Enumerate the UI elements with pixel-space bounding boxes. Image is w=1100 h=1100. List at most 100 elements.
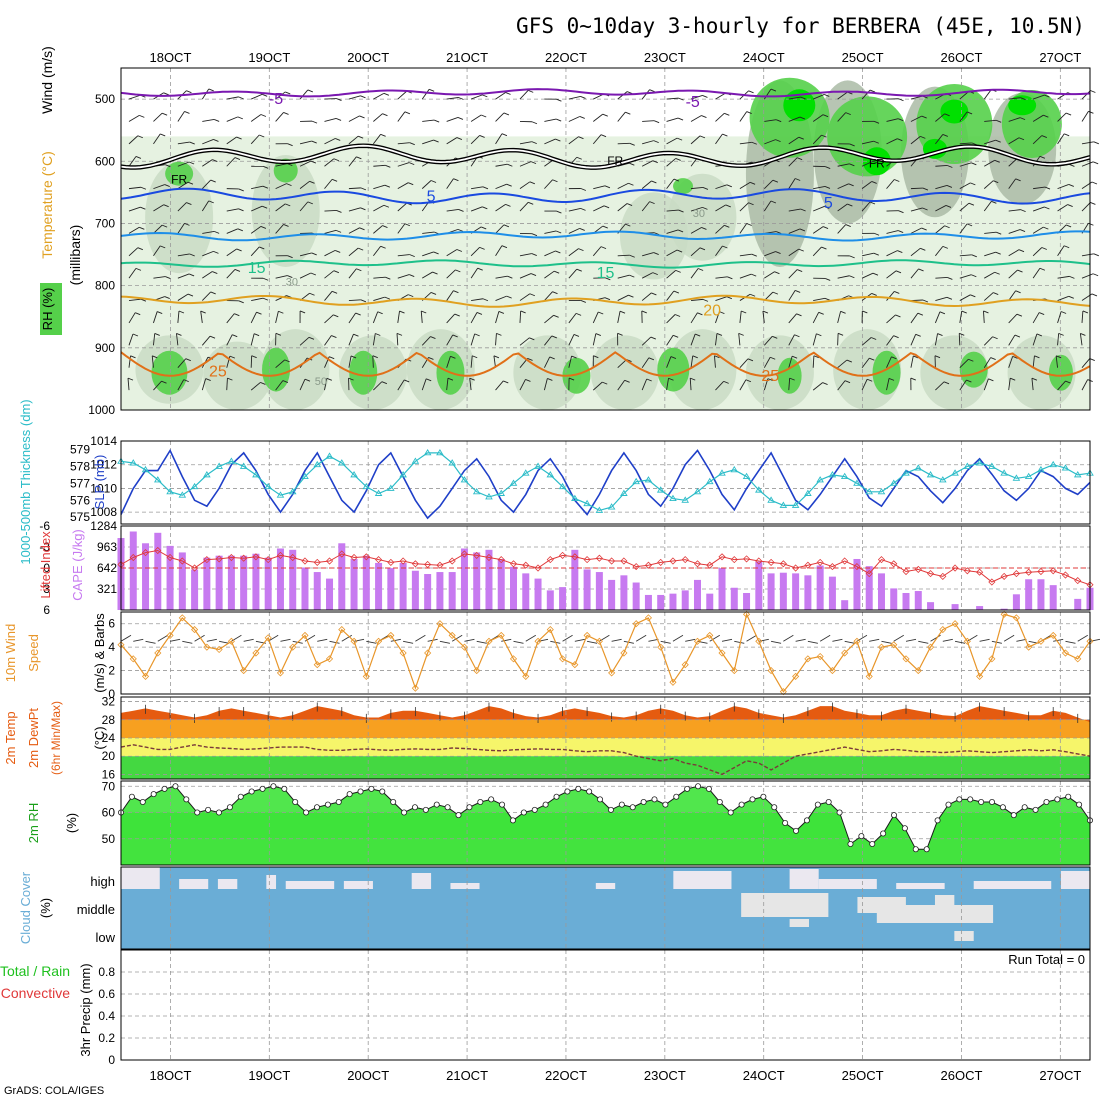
wind-barb-flag [1018, 137, 1025, 141]
wind-barb [715, 92, 727, 100]
rh-area [590, 335, 659, 410]
wind-barb [275, 203, 286, 212]
rh2m-point [662, 801, 669, 808]
lifted-index-point [571, 553, 579, 561]
wind-barb [177, 358, 187, 369]
rh-moist-area [1048, 354, 1073, 391]
wind-barb [421, 89, 430, 100]
rh2m-point [205, 806, 212, 813]
lifted-index-point [853, 563, 861, 571]
wind-barb [446, 178, 454, 189]
rh2m-point [455, 812, 462, 819]
wind-barb-flag [472, 355, 478, 359]
rh2m-point [433, 801, 440, 808]
rh2m-point [379, 788, 386, 795]
slp-tick-label: 1014 [90, 434, 117, 448]
wind-barb-flag [798, 136, 804, 140]
wind-speed-point [681, 661, 689, 669]
lifted-index-tick-label: -6 [39, 519, 50, 533]
wind-barb [813, 94, 825, 100]
dewpoint-line [120, 744, 1091, 776]
wind-barb [201, 291, 212, 301]
wind-barb [593, 185, 606, 190]
wind-barb [128, 135, 139, 145]
wind-barb [592, 381, 603, 391]
wind10m-barb [611, 638, 622, 642]
wind-barb [128, 247, 139, 257]
wind-barb [837, 311, 842, 324]
wind-barb [202, 230, 215, 234]
cape-axis-label: CAPE (J/kg) [70, 529, 85, 601]
top-date-label: 22OCT [545, 50, 587, 65]
lifted-index-point [644, 561, 652, 569]
wind-barb-flag [556, 210, 562, 214]
cape-bar [608, 579, 616, 610]
thickness-point [1061, 464, 1070, 471]
lifted-index-point [325, 557, 334, 565]
cape-bar [1074, 598, 1082, 610]
wind-barb [543, 378, 548, 391]
wind-barb [641, 201, 650, 212]
wind-barb [544, 250, 556, 257]
wind-barb-flag [283, 223, 289, 227]
wind-barb [201, 378, 207, 391]
wind-barb-flag [776, 119, 782, 123]
wind10m-frame [120, 611, 1091, 695]
wind-barb-flag [971, 274, 977, 278]
wind-barb-flag [234, 313, 240, 317]
wind-barb-flag [898, 98, 904, 102]
cape-bar [841, 600, 849, 610]
isotherm-label: -5 [269, 91, 283, 108]
wind-barb [422, 271, 433, 279]
wind-barb-flag [619, 310, 626, 314]
wind10m-barb [881, 640, 892, 644]
wind-barb [641, 272, 653, 279]
wind-barb-flag [238, 96, 244, 100]
cape-bar [129, 531, 137, 610]
wind10m-barb [1053, 638, 1064, 642]
rh2m-point [1032, 806, 1039, 813]
wind-barb [153, 245, 161, 257]
wind-barb-flag [749, 293, 756, 297]
temp2m-axis-label: (6hr Min/Max) [49, 701, 63, 775]
wind10m-barb [599, 634, 610, 642]
precip-frame [120, 949, 1091, 1061]
wind-barb [544, 230, 557, 234]
wind-barb-flag [384, 296, 391, 300]
lifted-index-point [362, 553, 370, 561]
precip-convective-label: Convective [1, 985, 70, 1001]
wind-speed-point [411, 684, 419, 692]
wind10m-barb [267, 634, 279, 642]
wind-barb-flag [287, 275, 293, 278]
wind-barb [396, 333, 399, 346]
wind-barb [544, 118, 557, 122]
wind-barb-flag [275, 332, 282, 336]
wind-barb-flag [152, 355, 158, 359]
wind-barb [373, 381, 383, 391]
wind-barb [1081, 90, 1091, 100]
wind-speed-point [350, 637, 358, 645]
wind-barb [738, 333, 741, 346]
wind-barb [495, 224, 505, 234]
wind10m-barb [243, 638, 254, 642]
wind-barb-flag [913, 355, 919, 359]
wind-barb [1008, 97, 1021, 100]
rh2m-point [1043, 799, 1050, 806]
wind-barb-flag [331, 178, 338, 182]
rh2m-point [858, 833, 865, 840]
wind-speed-point [252, 649, 260, 657]
lifted-index-point [988, 578, 996, 586]
cape-tick-label: 963 [97, 540, 117, 554]
wind-barb-flag [625, 111, 631, 115]
wind-barb-flag [971, 162, 977, 166]
wind-barb-flag [822, 114, 829, 118]
wind-barb-flag [551, 335, 558, 339]
wind-barb-flag [408, 182, 414, 186]
wind-barb [348, 135, 359, 145]
wind-barb-flag [1041, 135, 1047, 138]
wind-barb [861, 337, 872, 346]
lifted-index-point [497, 556, 505, 564]
cape-bar [154, 532, 162, 610]
top-date-label: 24OCT [743, 50, 785, 65]
wind-barb-flag [579, 227, 585, 231]
